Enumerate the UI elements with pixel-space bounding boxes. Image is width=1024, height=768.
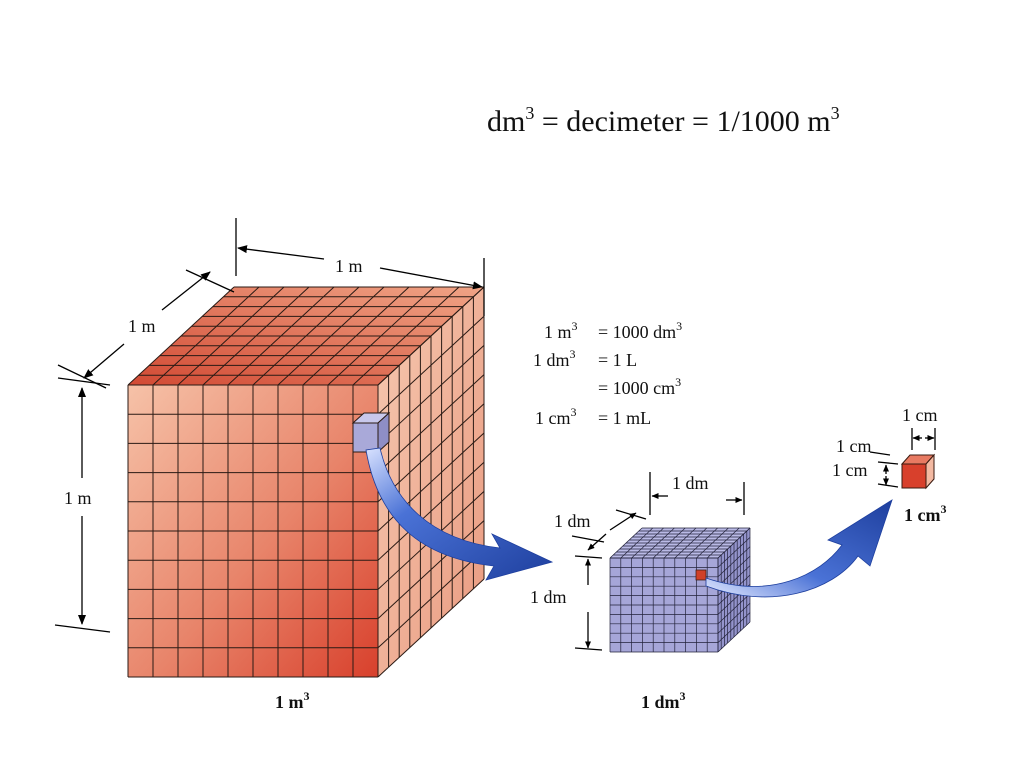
header-formula: dm3 = decimeter = 1/1000 m3 (487, 103, 840, 138)
big-cube-depth-dimension: 1 m (128, 316, 156, 336)
mid-cube-dimensions: 1 dm 1 dm 1 dm (530, 472, 745, 651)
cubic-meter-cube (127, 286, 485, 678)
small-cube-depth-dimension: 1 cm (836, 436, 872, 456)
equation-4: 1 cm3 = 1 mL (535, 405, 651, 428)
big-cube-grid-lines (127, 286, 485, 678)
big-cube-decimeter-highlight (352, 422, 379, 453)
cubic-centimeter-cube (900, 453, 936, 490)
unit-equations: 1 m3 = 1000 dm3 1 dm3 = 1 L = 1000 cm3 1 c… (533, 319, 682, 428)
small-cube-height-dimension: 1 cm (832, 460, 868, 480)
small-cube-top-dimension: 1 cm (902, 405, 938, 425)
mid-cube-centimeter-highlight (695, 569, 707, 581)
mid-cube-top-dimension: 1 dm (672, 473, 709, 493)
mid-cube-grid-lines (609, 527, 751, 653)
small-cube-front-face (901, 463, 927, 489)
big-cube-top-dimension: 1 m (335, 256, 363, 276)
mid-cube-label: 1 dm3 (641, 689, 686, 712)
small-cube-dimensions: 1 cm 1 cm 1 cm (832, 405, 938, 488)
equation-1: 1 m3 = 1000 dm3 (544, 319, 682, 342)
big-cube-label: 1 m3 (275, 689, 310, 712)
small-cube-label: 1 cm3 (904, 502, 946, 525)
equation-3: = 1000 cm3 (598, 375, 681, 398)
arrow-to-centimeter-cube (705, 499, 893, 598)
equation-2: 1 dm3 = 1 L (533, 347, 637, 370)
mid-cube-depth-dimension: 1 dm (554, 511, 591, 531)
arrow-to-decimeter-cube (365, 447, 554, 581)
big-cube-height-dimension: 1 m (64, 488, 92, 508)
small-cube-side-face (925, 453, 935, 490)
big-cube-dimensions: 1 m 1 m 1 m (54, 218, 485, 633)
mid-cube-height-dimension: 1 dm (530, 587, 567, 607)
